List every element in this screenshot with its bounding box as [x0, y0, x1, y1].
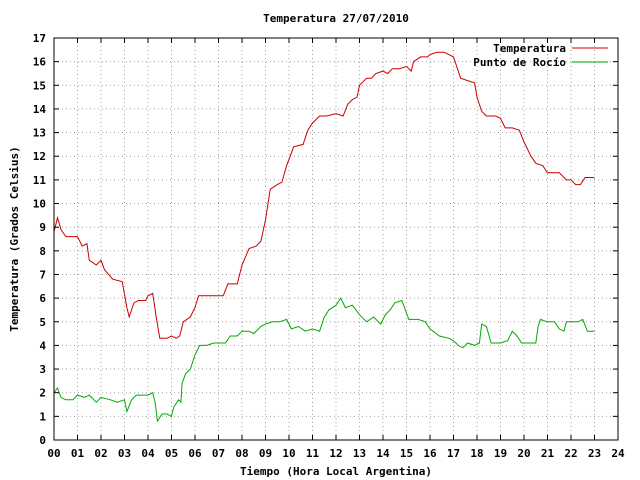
x-tick-label: 16	[423, 447, 437, 460]
legend-label-0: Temperatura	[493, 42, 566, 55]
x-tick-label: 23	[588, 447, 601, 460]
x-tick-label: 17	[447, 447, 460, 460]
x-tick-label: 24	[611, 447, 625, 460]
x-tick-label: 12	[329, 447, 342, 460]
x-tick-label: 13	[353, 447, 366, 460]
x-axis-label: Tiempo (Hora Local Argentina)	[240, 465, 432, 478]
x-tick-label: 19	[494, 447, 507, 460]
x-tick-label: 03	[118, 447, 131, 460]
y-tick-label: 8	[39, 245, 46, 258]
y-tick-label: 3	[39, 363, 46, 376]
x-tick-label: 22	[564, 447, 577, 460]
chart-title: Temperatura 27/07/2010	[263, 12, 409, 25]
axis-ticks	[53, 37, 619, 441]
legend-label-1: Punto de Rocío	[473, 56, 566, 69]
y-tick-label: 17	[33, 32, 46, 45]
y-tick-label: 0	[39, 434, 46, 447]
x-tick-label: 18	[470, 447, 483, 460]
x-tick-label: 10	[282, 447, 295, 460]
y-tick-label: 11	[33, 174, 47, 187]
x-tick-label: 15	[400, 447, 413, 460]
y-tick-label: 9	[39, 221, 46, 234]
x-tick-label: 09	[259, 447, 272, 460]
y-axis-label: Temperatura (Grados Celsius)	[8, 146, 21, 331]
x-tick-label: 02	[94, 447, 107, 460]
x-tick-label: 05	[165, 447, 178, 460]
x-tick-label: 00	[47, 447, 60, 460]
y-tick-label: 16	[33, 56, 47, 69]
x-tick-label: 04	[141, 447, 155, 460]
x-tick-label: 08	[235, 447, 248, 460]
y-tick-label: 10	[33, 198, 46, 211]
y-tick-label: 14	[33, 103, 47, 116]
x-tick-label: 11	[306, 447, 320, 460]
y-tick-label: 4	[39, 339, 46, 352]
y-tick-label: 2	[39, 387, 46, 400]
x-tick-label: 21	[541, 447, 555, 460]
y-tick-label: 7	[39, 268, 46, 281]
series-line-0	[53, 51, 595, 339]
x-tick-labels: 00 01 02 03 04 05 06 07 08 09 10 11 12 13 14 15 16 17 18 19…	[47, 447, 625, 460]
x-tick-label: 07	[212, 447, 225, 460]
x-tick-label: 14	[376, 447, 390, 460]
grid	[54, 38, 618, 440]
y-tick-label: 12	[33, 150, 46, 163]
x-tick-label: 20	[517, 447, 530, 460]
y-tick-label: 6	[39, 292, 46, 305]
x-tick-label: 01	[71, 447, 85, 460]
y-tick-label: 15	[33, 79, 46, 92]
y-tick-label: 1	[39, 410, 46, 423]
x-tick-label: 06	[188, 447, 202, 460]
series-line-1	[53, 297, 595, 423]
y-tick-label: 13	[33, 127, 46, 140]
plot-series	[53, 51, 595, 423]
y-tick-label: 5	[39, 316, 46, 329]
